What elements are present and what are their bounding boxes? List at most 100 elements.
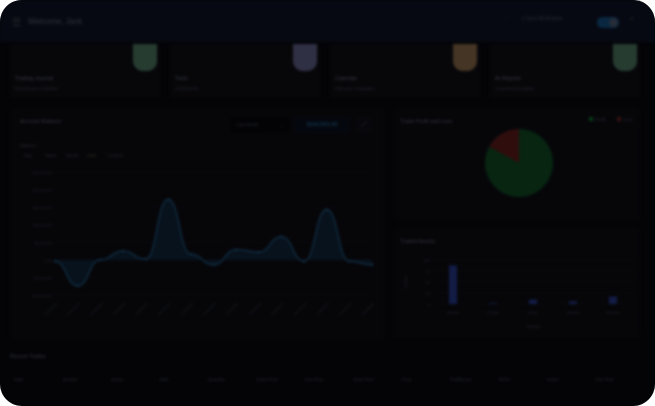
y-axis-label: Volume	[403, 275, 408, 289]
period-select[interactable]: Last Month ⌄	[230, 117, 290, 133]
column-header[interactable]: Entry Price	[256, 377, 279, 382]
y-tick-label: 25	[426, 291, 431, 296]
y-tick-label: 75	[426, 269, 431, 274]
menu-icon[interactable]	[13, 18, 20, 26]
card-subtitle: AI-powered insights	[495, 86, 535, 91]
recent-trades-title: Recent Trades	[10, 354, 46, 360]
column-header[interactable]: Profit/Loss	[450, 377, 472, 382]
top-bar: Welcome, Jack ◌ ▯ Sync All Brokers ➶	[0, 0, 655, 42]
data-point	[144, 257, 147, 261]
data-point	[325, 208, 328, 211]
card-subtitle: Plan your strategies	[335, 86, 375, 91]
x-tick-label: Stocks	[447, 310, 459, 315]
x-tick-label	[316, 302, 330, 316]
column-header[interactable]: Date	[14, 377, 24, 382]
x-tick-label: Options	[566, 310, 580, 315]
balance-panel-title: Account Balance	[20, 119, 62, 125]
range-tab[interactable]: Month	[66, 153, 79, 158]
y-tick-label: -100,000.00	[31, 293, 53, 298]
y-tick-label: 150,000.00	[32, 205, 53, 210]
y-tick-label: 0	[428, 302, 431, 307]
period-value: Last Month	[236, 122, 259, 127]
y-tick-label: 100	[423, 258, 430, 263]
card-icon	[453, 44, 477, 71]
data-point	[370, 263, 374, 266]
card-subtitle: Useful tools	[175, 86, 199, 91]
card-title: Trading Journal	[15, 76, 54, 82]
legend-swatch	[617, 117, 621, 121]
y-tick-label: -50,000.00	[33, 275, 53, 280]
card-title: Calendar	[335, 76, 358, 82]
card-icon	[133, 44, 157, 71]
pnl-pie-chart: Profit Loss	[485, 117, 633, 197]
x-tick-label: Forex	[528, 310, 538, 315]
data-point	[53, 260, 57, 263]
nav-card[interactable]: Calendar Plan your strategies	[330, 44, 480, 98]
x-tick-label	[225, 302, 239, 316]
y-tick-label: 50	[426, 280, 431, 285]
x-tick-label	[248, 302, 262, 316]
column-header[interactable]: Stop Price	[353, 377, 374, 382]
bar	[529, 299, 537, 304]
bar	[569, 301, 577, 304]
column-header[interactable]: Exit Time	[595, 377, 615, 382]
x-tick-label	[89, 302, 103, 316]
rocket-icon[interactable]: ➶	[630, 16, 635, 22]
data-point	[189, 253, 193, 256]
y-tick-label: 50,000.00	[34, 240, 53, 245]
card-title: AI Reports	[495, 76, 521, 82]
balance-chart: 250,000.00 200,000.00 150,000.00 100,000.00…	[31, 170, 375, 316]
column-header[interactable]: Notes	[547, 377, 559, 382]
y-tick-label: 250,000.00	[32, 170, 53, 175]
x-tick-label	[180, 302, 194, 316]
sync-brokers-button[interactable]: ▯ Sync All Brokers	[522, 16, 563, 22]
x-tick-label	[67, 302, 81, 316]
bar	[489, 303, 497, 304]
range-tab[interactable]: Custom	[108, 153, 124, 158]
y-tick-label: 200,000.00	[32, 188, 53, 193]
column-header[interactable]: Status	[110, 377, 124, 382]
bar	[609, 296, 617, 304]
column-header[interactable]: Symbol	[62, 377, 78, 382]
column-header[interactable]: Quantity	[207, 377, 225, 382]
nav-card[interactable]: Tools Useful tools	[170, 44, 320, 98]
bar	[449, 265, 457, 304]
card-icon	[293, 44, 317, 71]
nav-card[interactable]: AI Reports AI-powered insights	[490, 44, 640, 98]
data-point	[167, 198, 170, 201]
y-tick-label: 0.00	[44, 258, 53, 263]
data-point	[99, 258, 102, 262]
nav-card[interactable]: Trading Journal Record your activities	[10, 44, 160, 98]
balance-area	[55, 199, 372, 286]
balance-value: $244,933.45	[294, 117, 350, 133]
x-tick-label	[202, 302, 217, 316]
pie-slice-loss	[489, 129, 519, 163]
chevron-down-icon: ⌄	[280, 122, 284, 127]
theme-toggle[interactable]	[597, 17, 619, 28]
x-tick-label	[338, 302, 352, 316]
x-tick-label	[361, 302, 375, 316]
column-header[interactable]: ROI%	[498, 377, 511, 382]
column-header[interactable]: Exit Price	[304, 377, 324, 382]
range-tab[interactable]: Year	[87, 153, 97, 158]
assets-bar-chart: 100 75 50 25 0 Volume Stocks Crypto Forex Options…	[403, 258, 633, 329]
x-tick-label: Crypto	[487, 310, 500, 315]
legend-label[interactable]: Profit	[595, 117, 606, 122]
pnl-title: Trade Profit and Loss	[400, 119, 453, 125]
range-tab[interactable]: Day	[24, 153, 33, 158]
column-header[interactable]: Side	[159, 377, 169, 382]
data-point	[76, 284, 79, 288]
x-axis-label: Assets	[526, 324, 540, 329]
bell-icon[interactable]: ◌	[505, 16, 508, 22]
data-point	[121, 249, 125, 253]
expand-icon[interactable]: ⤢	[356, 117, 372, 133]
column-header[interactable]: Fees	[401, 377, 412, 382]
x-tick-label	[112, 302, 126, 316]
card-title: Tools	[175, 76, 188, 82]
card-icon	[613, 44, 637, 71]
x-tick-label	[270, 302, 284, 316]
legend-label[interactable]: Loss	[623, 117, 633, 122]
range-tab[interactable]: Week	[45, 153, 57, 158]
chart-label: Balance	[20, 143, 37, 148]
